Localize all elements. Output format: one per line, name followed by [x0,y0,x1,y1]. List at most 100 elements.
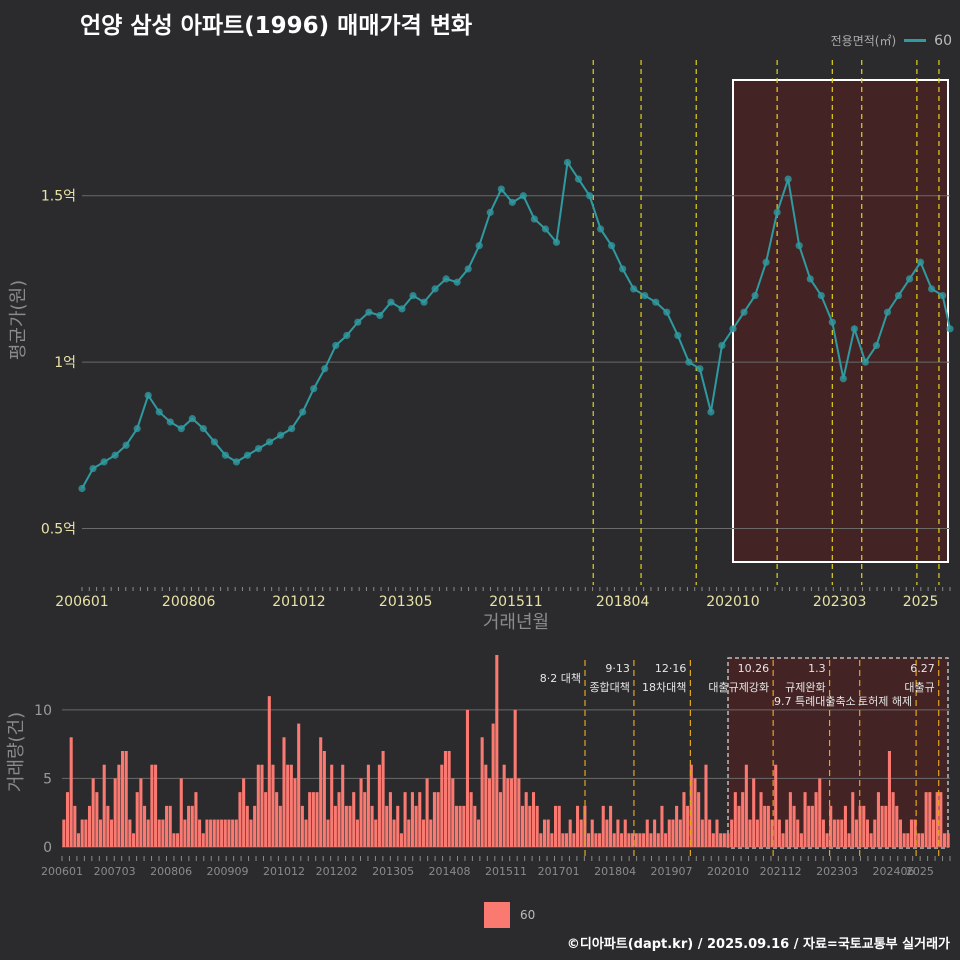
volume-bar [168,805,172,847]
data-point [608,242,616,250]
volume-bar [531,792,536,847]
annotation-label: 18차대책 [642,681,686,694]
data-point [773,208,781,216]
x-tick-label-bottom: 201408 [429,865,471,878]
volume-bar [634,833,638,847]
volume-bar [363,792,367,847]
volume-bar [766,805,770,847]
volume-bar [256,764,260,847]
volume-bar [352,792,356,847]
volume-bar [785,819,789,847]
volume-bar [653,819,657,847]
volume-bar [344,805,348,847]
y-tick-label-top: 1.5억 [41,189,76,205]
data-point [928,285,936,293]
volume-bar [810,805,814,847]
data-point [111,451,119,459]
legend-top: 전용면적(㎡) 60 [831,32,952,49]
volume-bar [495,655,499,847]
volume-bar [480,737,484,847]
volume-bar [598,833,602,847]
x-tick-label-bottom: 202112 [760,865,802,878]
y-axis-title-bottom: 거래량(건) [6,712,27,792]
data-point [530,215,538,223]
x-tick-label-bottom: 201202 [316,865,358,878]
data-point [100,458,108,466]
volume-bar [572,833,576,847]
x-tick-label-top: 201804 [596,594,650,610]
legend-bar-swatch [484,902,510,928]
x-tick-label-bottom: 201305 [372,865,414,878]
volume-bar [249,819,253,847]
data-point [883,308,892,316]
volume-bar [876,792,880,847]
volume-bar [781,833,785,847]
data-point [89,464,97,473]
volume-bar [337,792,341,847]
volume-bar [443,751,447,847]
volume-bar [69,737,73,847]
data-point [288,425,296,433]
volume-bar [895,805,899,847]
data-point [784,175,792,183]
volume-bar [678,819,682,847]
annotation-date: 1.3 [808,662,826,675]
data-point [574,175,583,183]
volume-bar [542,819,547,847]
volume-bar [410,792,414,847]
volume-bar [264,792,268,847]
data-point [916,258,925,266]
volume-bar [821,819,825,847]
volume-bar [818,778,822,847]
y-axis-title-top: 평균가(원) [8,280,29,360]
data-point [939,291,947,300]
volume-bar [216,819,220,847]
volume-bar [851,792,855,847]
volume-bar [110,819,114,847]
volume-bar [275,792,279,847]
volume-bar [774,764,778,847]
x-tick-label-bottom: 202010 [707,865,749,878]
volume-bar [686,805,690,847]
volume-bar [631,833,635,847]
volume-bar [865,819,869,847]
volume-bar [825,833,829,847]
volume-bar [887,751,891,847]
volume-bar [278,805,282,847]
volume-bar [128,819,132,847]
volume-bar [935,792,939,847]
volume-bar [359,778,363,847]
volume-bar [65,792,70,847]
data-point [232,458,241,466]
volume-bar [242,778,246,847]
data-point [475,242,483,250]
volume-bar [528,805,532,847]
volume-bar [506,778,510,847]
volume-bar [642,833,646,847]
volume-bar [157,819,161,847]
x-tick-label-top: 202010 [706,594,759,610]
data-point [718,341,726,350]
volume-bar [730,819,734,847]
volume-bar [286,764,290,847]
volume-bar [407,819,411,847]
data-point [144,391,152,399]
volume-bar [132,833,136,847]
data-point [210,438,219,446]
data-point [486,208,494,216]
volume-bar [803,792,807,847]
volume-bar [524,792,528,847]
volume-bar [484,764,488,847]
legend-bottom-entry: 60 [520,908,536,922]
volume-bar [539,833,543,847]
volume-bar [869,833,873,847]
volume-bar [392,819,396,847]
data-point [872,341,881,350]
data-point [762,258,770,266]
volume-bar [333,805,337,847]
data-point [265,438,274,446]
volume-bar [403,792,407,847]
data-point [905,275,914,283]
annotation-label: 대출규 [904,681,934,694]
data-point [806,275,814,283]
